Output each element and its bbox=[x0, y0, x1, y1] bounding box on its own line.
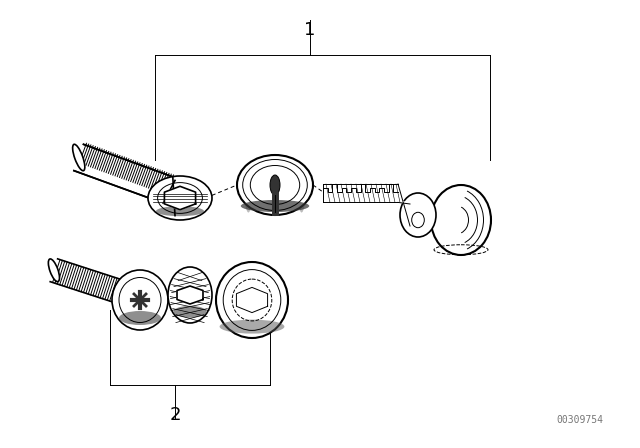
Ellipse shape bbox=[241, 200, 309, 212]
Text: 2: 2 bbox=[169, 406, 180, 424]
Polygon shape bbox=[164, 186, 196, 210]
Polygon shape bbox=[396, 184, 413, 228]
Ellipse shape bbox=[112, 270, 168, 330]
Polygon shape bbox=[74, 144, 173, 203]
Ellipse shape bbox=[298, 168, 306, 212]
Polygon shape bbox=[323, 184, 398, 202]
Polygon shape bbox=[236, 288, 268, 313]
Ellipse shape bbox=[220, 319, 284, 334]
Ellipse shape bbox=[244, 168, 252, 212]
Ellipse shape bbox=[431, 185, 491, 255]
Ellipse shape bbox=[270, 175, 280, 195]
Polygon shape bbox=[177, 286, 203, 304]
Ellipse shape bbox=[173, 306, 207, 318]
Text: 00309754: 00309754 bbox=[557, 415, 604, 425]
Polygon shape bbox=[50, 259, 134, 306]
Ellipse shape bbox=[49, 259, 60, 282]
Ellipse shape bbox=[168, 267, 212, 323]
Ellipse shape bbox=[73, 144, 85, 171]
Ellipse shape bbox=[237, 155, 313, 215]
Text: 1: 1 bbox=[304, 21, 316, 39]
Ellipse shape bbox=[119, 311, 161, 325]
Ellipse shape bbox=[400, 193, 436, 237]
Ellipse shape bbox=[216, 262, 288, 338]
Ellipse shape bbox=[156, 206, 204, 216]
Ellipse shape bbox=[148, 176, 212, 220]
